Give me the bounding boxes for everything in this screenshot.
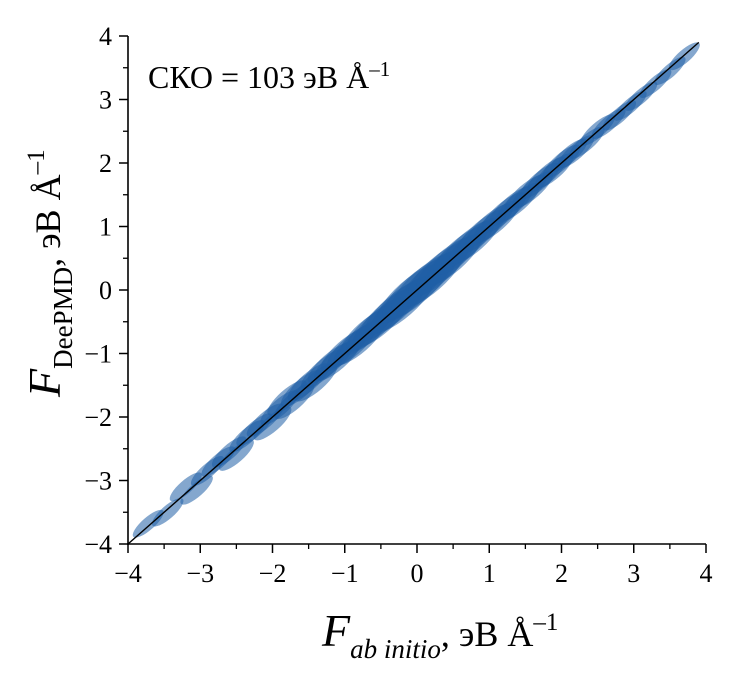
identity-line-layer xyxy=(127,41,700,545)
y-tick-label: 0 xyxy=(99,276,112,305)
x-tick-label: 1 xyxy=(483,559,496,588)
y-axis-subscript: DeePMD xyxy=(48,267,78,369)
x-tick-label: −2 xyxy=(259,559,287,588)
x-tick-label: −4 xyxy=(114,559,142,588)
x-tick-label: 3 xyxy=(627,559,640,588)
y-axis-exponent: –1 xyxy=(23,149,50,175)
identity-line xyxy=(127,41,700,545)
y-axis-units: , эВ Å xyxy=(28,174,68,266)
y-tick-label: 4 xyxy=(99,22,112,51)
tick-marks xyxy=(119,35,707,553)
x-axis-title: Fab initio, эВ Å–1 xyxy=(321,605,558,664)
y-tick-label: −2 xyxy=(84,403,112,432)
x-tick-label: 0 xyxy=(411,559,424,588)
y-axis-symbol: F xyxy=(19,368,70,398)
x-tick-label: 2 xyxy=(555,559,568,588)
y-tick-label: −4 xyxy=(84,530,112,559)
rmse-annotation: СКО = 103 эВ Å–1 xyxy=(148,57,390,95)
scatter-point xyxy=(218,439,254,471)
y-tick-label: −3 xyxy=(84,467,112,496)
scatter-point xyxy=(151,498,184,527)
x-axis-symbol: F xyxy=(321,605,351,656)
y-tick-label: 2 xyxy=(99,149,112,178)
scatter-point xyxy=(180,475,213,505)
y-tick-label: 3 xyxy=(99,86,112,115)
x-tick-labels: −4 −3 −2 −1 0 1 2 3 4 xyxy=(114,559,712,588)
x-tick-label: −3 xyxy=(186,559,214,588)
scatter-point xyxy=(668,42,700,71)
x-tick-label: 4 xyxy=(700,559,713,588)
x-axis-subscript: ab initio xyxy=(350,634,441,664)
scatter-points xyxy=(132,42,700,538)
x-tick-label: −1 xyxy=(331,559,359,588)
rmse-annotation-exponent: –1 xyxy=(368,57,390,81)
rmse-annotation-label: СКО = 103 эВ Å xyxy=(148,59,369,95)
x-axis-units: , эВ Å xyxy=(441,614,533,654)
y-axis-title: FDeePMD, эВ Å–1 xyxy=(19,149,78,398)
x-axis-exponent: –1 xyxy=(532,609,558,636)
y-tick-label: 1 xyxy=(99,213,112,242)
y-tick-label: −1 xyxy=(84,340,112,369)
y-tick-labels: −4 −3 −2 −1 0 1 2 3 4 xyxy=(84,22,112,559)
